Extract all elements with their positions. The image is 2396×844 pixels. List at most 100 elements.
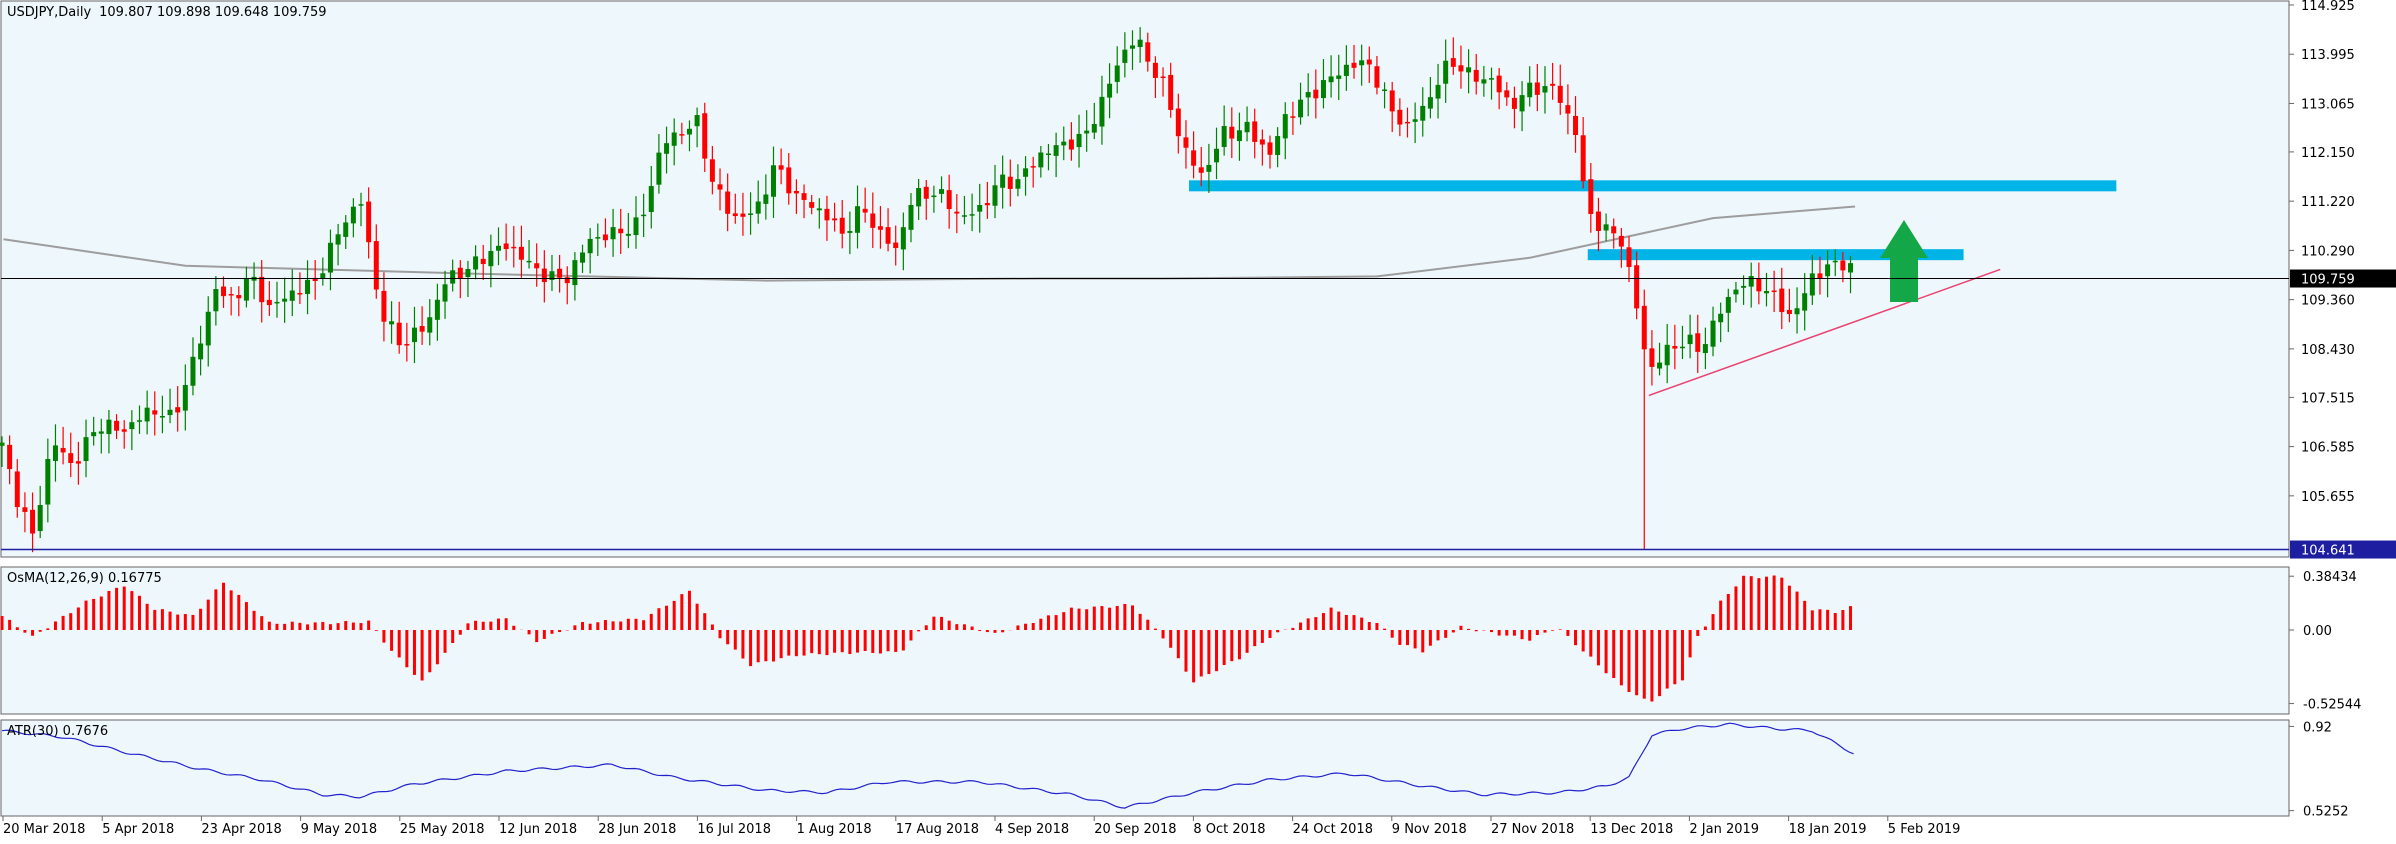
- price-tick-label: 109.360: [2301, 294, 2355, 309]
- bearish-candle: [404, 344, 410, 346]
- bullish-candle: [931, 195, 937, 198]
- bearish-candle: [1068, 139, 1074, 150]
- bullish-candle: [961, 215, 967, 217]
- bearish-candle: [534, 263, 540, 269]
- bearish-candle: [1473, 69, 1479, 82]
- symbol-header: USDJPY,Daily 109.807 109.898 109.648 109.…: [7, 5, 327, 20]
- bullish-candle: [671, 132, 677, 146]
- atr-line: [1, 722, 1854, 809]
- bullish-candle: [1382, 89, 1388, 91]
- bearish-candle: [801, 193, 807, 200]
- bullish-candle: [1305, 92, 1311, 98]
- bearish-candle: [740, 213, 746, 217]
- bullish-candle: [1527, 82, 1533, 98]
- bullish-candle: [305, 279, 311, 294]
- bearish-candle: [381, 290, 387, 322]
- bearish-candle: [1786, 309, 1792, 315]
- date-tick-label: 1 Aug 2018: [797, 822, 872, 837]
- osma-pane: [0, 566, 2290, 715]
- ohlc-readout: 109.807 109.898 109.648 109.759: [99, 5, 326, 20]
- bearish-candle: [1229, 126, 1235, 139]
- price-tick-label: 114.925: [2301, 0, 2355, 14]
- bullish-candle: [1710, 320, 1716, 347]
- bearish-candle: [786, 167, 792, 194]
- bullish-candle: [1015, 179, 1021, 189]
- bullish-candle: [1733, 289, 1739, 295]
- bearish-candle: [557, 268, 563, 278]
- bearish-candle: [832, 218, 838, 221]
- bullish-candle: [1420, 105, 1426, 121]
- price-axis: 114.925 113.995 113.065 112.150 111.220 110.2…: [1, 0, 2396, 559]
- low-marker-tag: [2290, 540, 2396, 559]
- bullish-candle: [641, 214, 647, 217]
- bearish-candle: [259, 276, 265, 303]
- bearish-candle: [732, 213, 738, 217]
- bullish-candle: [664, 143, 670, 154]
- bullish-candle: [1244, 121, 1250, 133]
- bullish-candle: [427, 317, 433, 333]
- price-tick-label: 113.065: [2301, 97, 2355, 112]
- bearish-candle: [366, 201, 372, 243]
- resistance-zone: [1189, 180, 2117, 192]
- bearish-candle: [1649, 348, 1655, 367]
- bullish-candle: [83, 437, 89, 462]
- bullish-candle: [908, 204, 914, 230]
- price-tick-label: 111.220: [2301, 195, 2355, 210]
- bearish-candle: [1259, 139, 1265, 145]
- bearish-candle: [1695, 333, 1701, 352]
- bullish-candle: [1802, 293, 1808, 311]
- bearish-candle: [809, 202, 815, 208]
- bullish-candle: [411, 327, 417, 343]
- bullish-candle: [755, 201, 761, 214]
- bullish-candle: [572, 260, 578, 286]
- date-tick-label: 16 Jul 2018: [697, 822, 771, 837]
- price-tick-label: 110.290: [2301, 244, 2355, 259]
- trendline-layer: [1648, 220, 2001, 397]
- atr-tick-label: 0.92: [2303, 720, 2332, 735]
- bullish-candle: [900, 227, 906, 250]
- bearish-candle: [1595, 211, 1601, 232]
- bearish-candle: [1252, 121, 1258, 142]
- bullish-candle: [1122, 49, 1128, 63]
- bearish-candle: [1550, 83, 1556, 86]
- bullish-candle: [350, 206, 356, 224]
- bullish-candle: [1763, 290, 1769, 294]
- bullish-candle: [52, 445, 58, 461]
- bullish-candle: [748, 213, 754, 215]
- bearish-candle: [793, 190, 799, 194]
- date-tick-label: 20 Mar 2018: [3, 822, 85, 837]
- bearish-candle: [839, 217, 845, 234]
- date-tick-label: 5 Feb 2019: [1888, 822, 1961, 837]
- bullish-candle: [213, 289, 219, 312]
- bullish-candle: [526, 260, 532, 263]
- bearish-candle: [679, 134, 685, 136]
- bullish-candle: [1725, 296, 1731, 313]
- bearish-candle: [1511, 97, 1517, 109]
- price-tick-label: 106.585: [2301, 441, 2355, 456]
- bearish-candle: [1611, 226, 1617, 234]
- bullish-candle: [770, 165, 776, 197]
- bullish-candle: [1443, 60, 1449, 84]
- atr-axis: 0.92 0.5252: [2288, 720, 2349, 820]
- bearish-candle: [152, 410, 158, 415]
- bullish-candle: [1664, 344, 1670, 366]
- bearish-candle: [1840, 260, 1846, 271]
- bullish-candle: [1214, 148, 1220, 163]
- bullish-candle: [1741, 285, 1747, 288]
- bearish-candle: [1389, 90, 1395, 112]
- bearish-candle: [1152, 62, 1158, 78]
- bullish-candle: [595, 237, 601, 239]
- bearish-candle: [1030, 166, 1036, 168]
- bearish-candle: [419, 326, 425, 332]
- osma-tick-label: -0.52544: [2303, 698, 2361, 713]
- bearish-candle: [564, 277, 570, 284]
- bullish-candle: [320, 273, 326, 279]
- bullish-candle: [1137, 39, 1143, 48]
- bearish-candle: [877, 226, 883, 230]
- bearish-candle: [511, 246, 517, 249]
- bullish-candle: [1794, 308, 1800, 315]
- bearish-candle: [862, 208, 868, 213]
- bearish-candle: [1588, 179, 1594, 214]
- date-tick-label: 24 Oct 2018: [1293, 822, 1373, 837]
